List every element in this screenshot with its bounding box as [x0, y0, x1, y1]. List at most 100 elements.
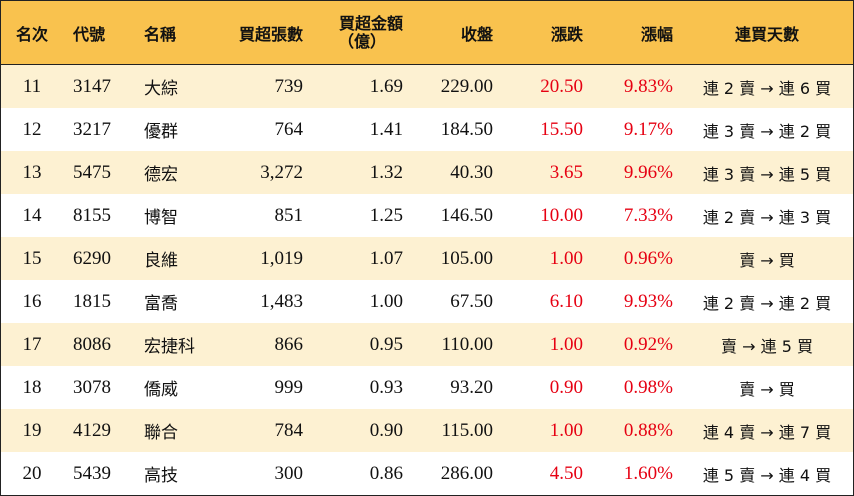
table-row: 19 4129 聯合 784 0.90 115.00 1.00 0.88% 連 4 賣 → 連 …: [1, 409, 853, 452]
cell-code: 5439: [73, 462, 111, 484]
cell-rank: 15: [22, 247, 42, 269]
cell-change: 6.10: [549, 290, 583, 312]
cell-rank: 20: [22, 462, 42, 484]
cell-close: 105.00: [440, 247, 493, 269]
cell-change-pct: 0.98%: [623, 376, 673, 398]
cell-consecutive-days: 賣 → 買: [739, 250, 795, 270]
table-row: 14 8155 博智 851 1.25 146.50 10.00 7.33% 連 2 賣 → 連…: [1, 194, 853, 237]
cell-close: 115.00: [441, 419, 493, 441]
table-header: 名次 代號 名稱 買超張數 買超金額 （億） 收盤 漲跌 漲幅 連買天數: [1, 1, 853, 65]
cell-close: 67.50: [450, 290, 493, 312]
cell-rank: 12: [22, 118, 42, 140]
cell-change: 15.50: [540, 118, 583, 140]
cell-rank: 14: [22, 204, 42, 226]
cell-change: 20.50: [540, 75, 583, 97]
cell-consecutive-days: 連 5 賣 → 連 4 買: [702, 465, 832, 485]
table-row: 13 5475 德宏 3,272 1.32 40.30 3.65 9.96% 連 3 賣 → 連…: [1, 151, 853, 194]
cell-change: 1.00: [549, 419, 583, 441]
cell-net-buy-shares: 851: [274, 204, 304, 226]
cell-net-buy-shares: 866: [274, 333, 304, 355]
cell-name: 良維: [144, 251, 178, 271]
cell-change: 3.65: [549, 161, 583, 183]
cell-code: 8086: [73, 333, 111, 355]
cell-net-buy-amount: 1.69: [369, 75, 403, 97]
cell-consecutive-days: 連 2 賣 → 連 2 買: [702, 293, 832, 313]
cell-net-buy-amount: 0.90: [369, 419, 403, 441]
cell-close: 146.50: [440, 204, 493, 226]
table-row: 16 1815 富喬 1,483 1.00 67.50 6.10 9.93% 連 2 賣 → 連…: [1, 280, 853, 323]
cell-change: 10.00: [540, 204, 583, 226]
cell-consecutive-days: 賣 → 連 5 買: [721, 336, 813, 356]
header-net-buy-amount: 買超金額 （億）: [311, 1, 403, 64]
cell-name: 僑威: [144, 380, 178, 400]
cell-net-buy-shares: 784: [274, 419, 304, 441]
table-row: 17 8086 宏捷科 866 0.95 110.00 1.00 0.92% 賣 → 連 5 買: [1, 323, 853, 366]
cell-net-buy-amount: 1.32: [369, 161, 403, 183]
cell-rank: 13: [22, 161, 42, 183]
cell-consecutive-days: 連 2 賣 → 連 6 買: [702, 78, 832, 98]
cell-rank: 17: [22, 333, 42, 355]
header-consecutive-days: 連買天數: [734, 24, 799, 44]
cell-name: 高技: [144, 466, 178, 486]
cell-change-pct: 1.60%: [623, 462, 673, 484]
header-close: 收盤: [460, 24, 493, 44]
cell-code: 3217: [73, 118, 111, 140]
cell-rank: 16: [22, 290, 42, 312]
cell-change-pct: 9.93%: [623, 290, 673, 312]
cell-name: 聯合: [144, 423, 178, 443]
cell-consecutive-days: 連 3 賣 → 連 5 買: [702, 164, 832, 184]
cell-code: 3078: [73, 376, 111, 398]
cell-net-buy-shares: 999: [274, 376, 304, 398]
header-rank: 名次: [15, 24, 48, 44]
header-net-buy-amount-line2: （億）: [337, 31, 386, 51]
cell-name: 德宏: [144, 165, 178, 185]
cell-change-pct: 9.17%: [623, 118, 673, 140]
cell-rank: 19: [22, 419, 42, 441]
header-net-buy-shares: 買超張數: [238, 24, 303, 44]
cell-code: 1815: [73, 290, 111, 312]
cell-net-buy-amount: 1.00: [369, 290, 403, 312]
cell-close: 110.00: [441, 333, 493, 355]
cell-net-buy-shares: 300: [274, 462, 304, 484]
cell-change-pct: 0.96%: [623, 247, 673, 269]
cell-change: 0.90: [549, 376, 583, 398]
cell-consecutive-days: 連 2 賣 → 連 3 買: [702, 207, 832, 227]
header-change: 漲跌: [550, 24, 583, 44]
cell-net-buy-shares: 1,483: [260, 290, 303, 312]
table-row: 11 3147 大綜 739 1.69 229.00 20.50 9.83% 連 2 賣 → 連…: [1, 65, 853, 108]
cell-consecutive-days: 賣 → 買: [739, 379, 795, 399]
cell-name: 優群: [144, 122, 178, 142]
header-change-pct: 漲幅: [640, 24, 673, 44]
cell-code: 4129: [73, 419, 111, 441]
cell-net-buy-amount: 1.41: [369, 118, 403, 140]
cell-change-pct: 7.33%: [623, 204, 673, 226]
cell-name: 富喬: [144, 294, 178, 314]
cell-rank: 18: [22, 376, 42, 398]
header-net-buy-amount-line1: 買超金額: [338, 13, 403, 33]
cell-close: 229.00: [440, 75, 493, 97]
cell-net-buy-amount: 1.25: [369, 204, 403, 226]
cell-consecutive-days: 連 4 賣 → 連 7 買: [702, 422, 832, 442]
cell-code: 5475: [73, 161, 111, 183]
table-row: 12 3217 優群 764 1.41 184.50 15.50 9.17% 連 3 賣 → 連…: [1, 108, 853, 151]
cell-rank: 11: [22, 75, 42, 97]
cell-code: 6290: [73, 247, 111, 269]
cell-name: 宏捷科: [144, 337, 195, 357]
cell-net-buy-shares: 3,272: [260, 161, 303, 183]
cell-consecutive-days: 連 3 賣 → 連 2 買: [702, 121, 832, 141]
cell-change: 1.00: [549, 247, 583, 269]
cell-net-buy-shares: 764: [274, 118, 304, 140]
cell-change-pct: 0.88%: [623, 419, 673, 441]
cell-change-pct: 0.92%: [623, 333, 673, 355]
cell-name: 博智: [144, 208, 178, 228]
cell-close: 40.30: [450, 161, 493, 183]
cell-change: 4.50: [549, 462, 583, 484]
cell-net-buy-shares: 739: [274, 75, 304, 97]
cell-code: 3147: [73, 75, 111, 97]
cell-close: 286.00: [440, 462, 493, 484]
cell-change: 1.00: [549, 333, 583, 355]
cell-change-pct: 9.83%: [623, 75, 673, 97]
header-code: 代號: [73, 24, 106, 44]
cell-close: 184.50: [440, 118, 493, 140]
